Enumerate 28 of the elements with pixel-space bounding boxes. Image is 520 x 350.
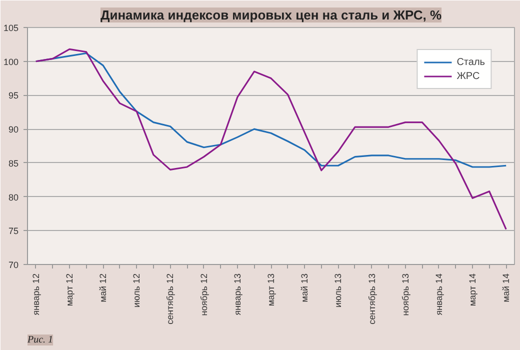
x-tick-label: январь 14 (434, 273, 444, 316)
line-series (35, 48, 507, 230)
x-tick-label: март 13 (266, 273, 276, 306)
x-tick-label: январь 13 (232, 273, 242, 316)
y-tick-label: 75 (8, 226, 19, 236)
x-tick-label: ноябрь 12 (198, 273, 209, 316)
x-tick-label: сентябрь 12 (165, 273, 176, 324)
y-tick-label: 95 (8, 90, 19, 101)
x-tick-label: июль 13 (333, 274, 344, 308)
x-tick-label: май 14 (501, 273, 512, 302)
y-tick-label: 70 (8, 260, 19, 270)
y-tick-label: 90 (8, 124, 19, 135)
x-tick-label: май 13 (300, 273, 310, 302)
y-tick-label: 80 (8, 192, 19, 202)
legend-label: ЖРС (456, 70, 480, 82)
x-tick-label: март 14 (468, 273, 478, 306)
y-tick-label: 100 (3, 56, 19, 67)
y-tick-label: 85 (8, 158, 19, 168)
text: Рис. 1 (26, 334, 54, 346)
x-tick-label: январь 12 (30, 273, 41, 316)
x-tick-label: июль 12 (132, 274, 142, 308)
legend-label: Сталь (456, 56, 485, 68)
x-tick-label: май 12 (98, 273, 108, 302)
chart-title: Динамика индексов мировых цен на сталь и ЖРС, % (100, 8, 442, 22)
x-tick-label: сентябрь 13 (366, 273, 377, 324)
x-tick-label: ноябрь 13 (400, 273, 410, 316)
x-tick-label: март 12 (64, 273, 74, 306)
y-tick-label: 105 (3, 23, 19, 33)
